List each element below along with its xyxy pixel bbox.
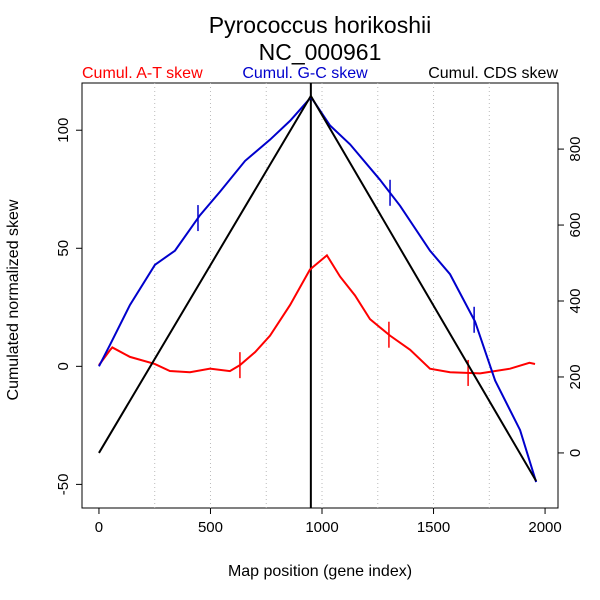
plot-frame — [81, 82, 559, 509]
series-line — [98, 95, 538, 483]
legend-entry: Cumul. G-C skew — [242, 65, 368, 82]
x-tick-label: 500 — [198, 519, 223, 536]
y2-tick-label: 200 — [567, 364, 584, 389]
series-line — [98, 93, 538, 482]
y2-tick-label: 0 — [567, 449, 584, 457]
x-tick-label: 1500 — [417, 519, 450, 536]
y-tick-label: 100 — [55, 118, 72, 143]
x-tick-label: 1000 — [305, 519, 338, 536]
chart-title: Pyrococcus horikoshii — [209, 12, 431, 38]
y2-tick-label: 800 — [567, 137, 584, 162]
legend-entry: Cumul. A-T skew — [82, 65, 203, 82]
y-tick-label: 0 — [55, 362, 72, 370]
y2-tick-label: 400 — [567, 288, 584, 313]
x-axis-label: Map position (gene index) — [228, 563, 412, 580]
y-axis-label: Cumulated normalized skew — [5, 199, 22, 400]
x-tick-label: 0 — [95, 519, 103, 536]
series-line — [98, 253, 536, 375]
y-tick-label: 50 — [55, 240, 72, 257]
y2-tick-label: 600 — [567, 213, 584, 238]
x-tick-label: 2000 — [528, 519, 561, 536]
y-tick-label: -50 — [55, 474, 72, 496]
legend-entry: Cumul. CDS skew — [428, 65, 558, 82]
chart-subtitle: NC_000961 — [259, 39, 382, 65]
